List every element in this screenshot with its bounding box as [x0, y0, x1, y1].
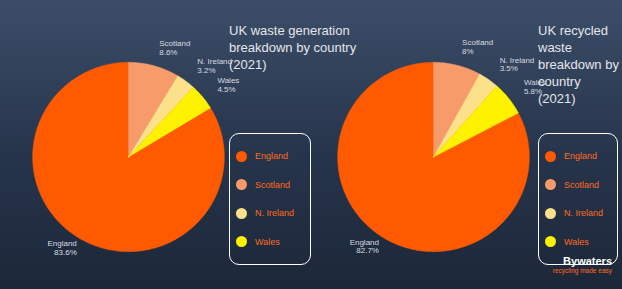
html-text:N. Ireland: N. Ireland: [255, 208, 294, 219]
svg-text:England83.6%: England83.6%: [47, 239, 76, 257]
svg-text:England82.7%: England82.7%: [350, 238, 379, 256]
svg-text:Scotland8%: Scotland8%: [462, 38, 493, 56]
svg-text:N. Ireland3.2%: N. Ireland3.2%: [197, 57, 232, 75]
html-text:England: England: [564, 151, 597, 162]
html-text:Wales: Wales: [523, 78, 546, 88]
html-text:UK waste generation breakdown: UK waste generation breakdown by country…: [229, 23, 357, 72]
svg-text:N. Ireland3.5%: N. Ireland3.5%: [500, 55, 535, 73]
html-text:Scotland: Scotland: [564, 179, 599, 190]
html-text:recycling made easy: recycling made easy: [552, 267, 612, 274]
svg-text:Scotland8.6%: Scotland8.6%: [159, 39, 190, 57]
html-text:Bywaters: Bywaters: [563, 255, 612, 267]
html-text:Scotland: Scotland: [255, 179, 290, 190]
html-text:Wales: Wales: [255, 236, 280, 247]
html-text:Wales: Wales: [564, 236, 589, 247]
html-text:5.8%: 5.8%: [523, 87, 543, 96]
html-text:N. Ireland: N. Ireland: [564, 208, 603, 219]
html-text:England: England: [255, 151, 288, 162]
html-text:UK recycled waste breakdown by: UK recycled waste breakdown by country (…: [538, 23, 619, 106]
svg-text:Wales4.5%: Wales4.5%: [217, 76, 239, 94]
